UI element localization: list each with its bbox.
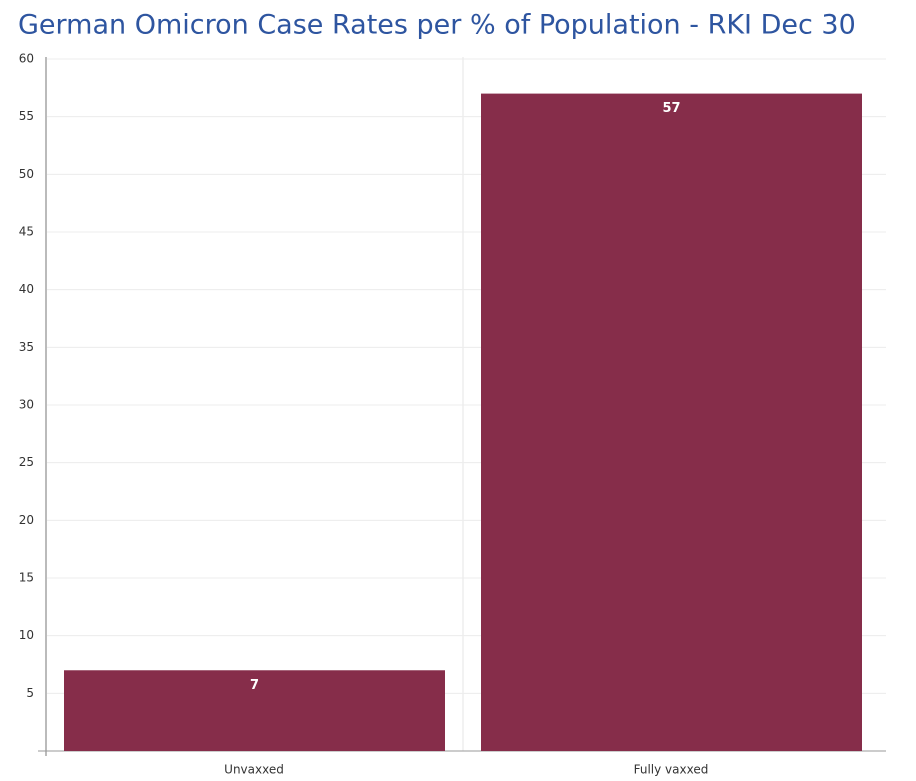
y-tick-label: 25 xyxy=(19,455,34,469)
x-tick-label: Fully vaxxed xyxy=(634,763,709,777)
x-tick-label: Unvaxxed xyxy=(224,763,284,777)
y-tick-label: 45 xyxy=(19,225,34,239)
bar xyxy=(481,93,862,752)
y-tick-label: 10 xyxy=(19,628,34,642)
y-tick-label: 50 xyxy=(19,167,34,181)
bar xyxy=(64,670,445,751)
data-label: 57 xyxy=(662,101,680,116)
y-tick-label: 15 xyxy=(19,571,34,585)
y-tick-label: 5 xyxy=(26,686,34,700)
y-tick-label: 60 xyxy=(19,52,34,66)
y-tick-label: 55 xyxy=(19,109,34,123)
y-tick-label: 30 xyxy=(19,398,34,412)
y-tick-label: 35 xyxy=(19,340,34,354)
y-tick-label: 40 xyxy=(19,282,34,296)
y-tick-label: 20 xyxy=(19,513,34,527)
data-label: 7 xyxy=(250,678,259,693)
chart-title: German Omicron Case Rates per % of Popul… xyxy=(18,10,856,41)
